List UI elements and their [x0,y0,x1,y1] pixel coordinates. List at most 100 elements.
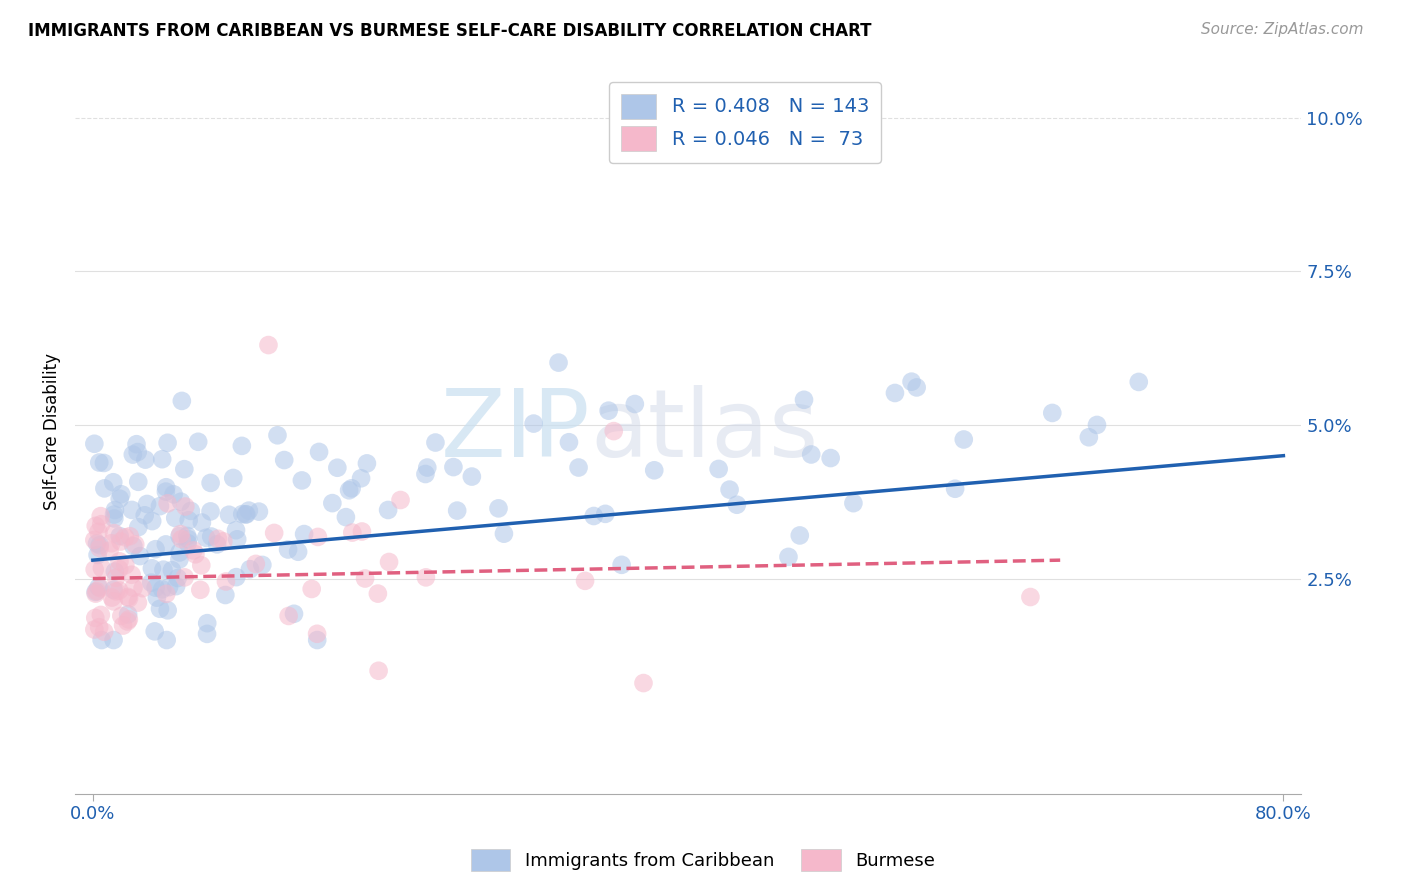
Point [134,452,156,467]
Point [582,508,605,523]
Point [277,542,299,557]
Point [174,500,197,514]
Point [1077,430,1099,444]
Point [84,585,107,599]
Point [100,536,122,550]
Point [122,539,145,553]
Point [195,531,218,545]
Point [200,475,222,490]
Point [446,503,468,517]
Point [377,503,399,517]
Point [134,508,156,523]
Point [1040,406,1063,420]
Point [337,483,360,498]
Point [191,516,214,530]
Point [86,584,108,599]
Point [389,493,412,508]
Point [266,428,288,442]
Point [176,529,198,543]
Point [195,616,218,631]
Point [127,445,149,459]
Text: Source: ZipAtlas.com: Source: ZipAtlas.com [1201,22,1364,37]
Point [307,633,329,648]
Point [307,627,329,641]
Point [110,487,132,501]
Point [89,538,111,552]
Point [160,563,183,577]
Point [105,584,128,599]
Point [155,484,177,499]
Point [156,603,179,617]
Point [98,543,121,558]
Point [183,543,205,558]
Point [207,532,229,546]
Point [89,541,111,555]
Point [633,676,655,690]
Point [118,591,141,606]
Point [165,511,187,525]
Point [416,460,439,475]
Point [156,435,179,450]
Legend: R = 0.408   N = 143, R = 0.046   N =  73: R = 0.408 N = 143, R = 0.046 N = 73 [609,82,880,163]
Point [643,463,665,477]
Point [778,549,800,564]
Point [103,582,125,597]
Point [574,574,596,588]
Point [900,375,922,389]
Point [162,487,184,501]
Point [169,527,191,541]
Point [129,549,152,563]
Point [103,475,125,490]
Point [321,496,343,510]
Point [155,480,177,494]
Point [225,570,247,584]
Point [235,508,257,522]
Point [793,392,815,407]
Point [93,456,115,470]
Point [212,534,235,549]
Point [89,456,111,470]
Point [523,417,546,431]
Point [214,588,236,602]
Point [488,501,510,516]
Point [143,624,166,639]
Point [150,582,173,597]
Point [800,448,823,462]
Point [547,356,569,370]
Point [108,583,131,598]
Point [558,435,581,450]
Point [141,575,163,590]
Point [108,529,131,543]
Point [291,474,314,488]
Point [226,533,249,547]
Point [789,528,811,542]
Point [952,433,974,447]
Point [152,563,174,577]
Point [820,451,842,466]
Point [90,561,112,575]
Point [461,469,484,483]
Point [335,510,357,524]
Point [136,497,159,511]
Point [155,537,177,551]
Point [173,570,195,584]
Point [118,529,141,543]
Point [415,467,437,481]
Text: IMMIGRANTS FROM CARIBBEAN VS BURMESE SELF-CARE DISABILITY CORRELATION CHART: IMMIGRANTS FROM CARIBBEAN VS BURMESE SEL… [28,22,872,40]
Point [169,529,191,543]
Point [114,530,136,544]
Point [308,445,330,459]
Point [200,529,222,543]
Point [441,460,464,475]
Point [595,507,617,521]
Point [180,504,202,518]
Point [108,562,131,576]
Point [238,503,260,517]
Point [245,557,267,571]
Point [567,460,589,475]
Point [718,483,741,497]
Point [90,633,112,648]
Point [277,609,299,624]
Point [103,526,125,541]
Point [145,581,167,595]
